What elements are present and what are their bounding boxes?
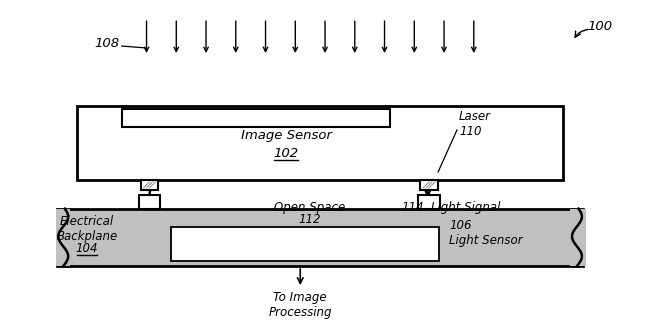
Text: 108: 108 [94,37,119,50]
Text: Open Space: Open Space [273,201,345,214]
FancyBboxPatch shape [141,180,158,190]
FancyBboxPatch shape [570,209,586,266]
Text: Electrical
Backplane: Electrical Backplane [56,215,117,243]
Text: 106: 106 [449,219,471,232]
Text: 112: 112 [298,213,320,226]
Text: Image Sensor: Image Sensor [240,129,331,142]
Text: 102: 102 [273,147,298,160]
Text: Laser
110: Laser 110 [459,110,491,138]
Text: 114: 114 [402,201,424,214]
FancyBboxPatch shape [172,226,439,261]
FancyBboxPatch shape [418,195,440,209]
Text: 100: 100 [588,20,613,33]
FancyBboxPatch shape [56,209,70,266]
Text: To Image
Processing: To Image Processing [269,291,332,319]
FancyBboxPatch shape [420,180,438,190]
FancyBboxPatch shape [139,195,160,209]
Text: Light Sensor: Light Sensor [449,234,523,247]
FancyBboxPatch shape [121,110,389,127]
Text: Light Signal: Light Signal [431,201,500,214]
Text: 104: 104 [76,242,98,255]
FancyBboxPatch shape [57,209,583,266]
FancyBboxPatch shape [77,106,563,180]
